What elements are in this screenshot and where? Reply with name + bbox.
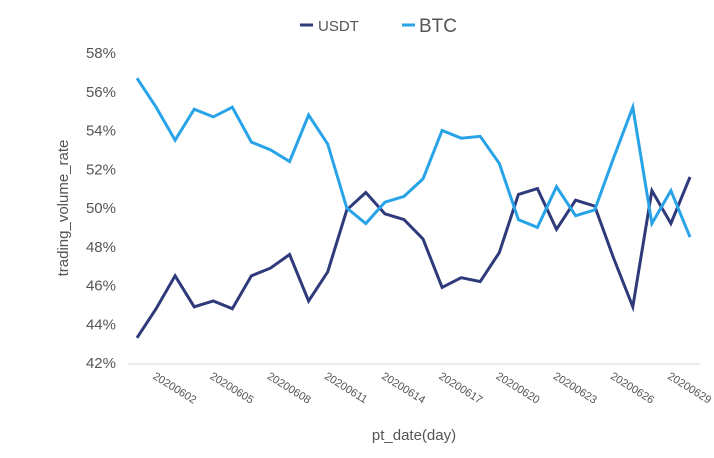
x-tick-label: 20200617 xyxy=(437,370,485,406)
legend-label-usdt: USDT xyxy=(318,18,359,35)
y-tick-label: 50% xyxy=(86,200,116,217)
y-tick-label: 56% xyxy=(86,84,116,101)
x-tick-label: 20200605 xyxy=(208,370,256,406)
y-tick-label: 52% xyxy=(86,161,116,178)
series-line-usdt xyxy=(135,176,692,339)
x-axis-ticks: 20200602 20200605 20200608 20200611 20200614… xyxy=(150,370,713,406)
y-tick-label: 58% xyxy=(86,45,116,62)
y-tick-label: 46% xyxy=(86,278,116,295)
y-tick-label: 44% xyxy=(86,316,116,333)
y-tick-label: 42% xyxy=(86,355,116,372)
legend-label-btc: BTC xyxy=(419,16,457,37)
x-tick-label: 20200629 xyxy=(665,370,713,406)
series-line-btc xyxy=(135,77,692,238)
x-tick-label: 20200623 xyxy=(551,370,599,406)
x-tick-label: 20200602 xyxy=(150,370,198,406)
x-tick-label: 20200614 xyxy=(379,370,427,406)
legend: USDT BTC xyxy=(300,16,457,37)
x-tick-label: 20200608 xyxy=(265,370,313,406)
y-axis-title: trading_volume_rate xyxy=(55,140,72,277)
x-tick-label: 20200626 xyxy=(608,370,656,406)
x-tick-label: 20200620 xyxy=(494,370,542,406)
series-lines xyxy=(135,77,692,339)
x-tick-label: 20200611 xyxy=(322,370,369,406)
x-axis-title: pt_date(day) xyxy=(372,427,456,444)
y-axis-ticks: 42% 44% 46% 48% 50% 52% 54% 56% 58% xyxy=(86,45,116,372)
y-tick-label: 48% xyxy=(86,239,116,256)
y-tick-label: 54% xyxy=(86,123,116,140)
